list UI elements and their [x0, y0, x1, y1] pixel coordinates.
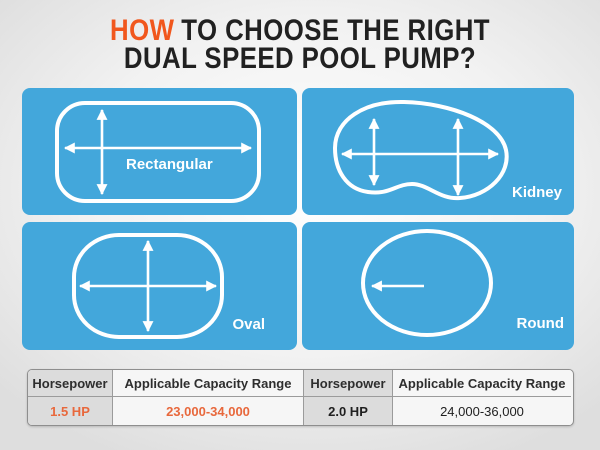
cell-horsepower-1: 1.5 HP [28, 397, 113, 425]
oval-pool-shape [72, 233, 224, 339]
rectangular-pool-diagram [55, 101, 261, 203]
page-title: HOW TO CHOOSE THE RIGHT DUAL SPEED POOL P… [42, 14, 558, 75]
header-horsepower-2: Horsepower [304, 370, 393, 397]
title-line1: HOW TO CHOOSE THE RIGHT [42, 14, 558, 47]
round-pool-diagram [361, 229, 493, 337]
kidney-pool-diagram [332, 99, 509, 201]
pool-label-kidney: Kidney [511, 184, 562, 201]
header-capacity-2: Applicable Capacity Range [393, 370, 571, 397]
cell-capacity-2: 24,000-36,000 [393, 397, 571, 425]
pool-label-rectangular: Rectangular [126, 156, 213, 173]
kidney-pool-shape [332, 99, 509, 201]
title-line1-rest: TO CHOOSE THE RIGHT [181, 14, 490, 47]
capacity-table: Horsepower Applicable Capacity Range Hor… [27, 369, 574, 426]
round-pool-shape [361, 229, 493, 337]
rectangular-pool-shape [55, 101, 261, 203]
oval-pool-diagram [72, 233, 224, 339]
pool-label-round: Round [516, 315, 564, 332]
pool-panel-oval: Oval [22, 222, 297, 350]
pool-panel-rectangular: Rectangular [22, 88, 297, 215]
title-line2: DUAL SPEED POOL PUMP? [123, 42, 477, 75]
header-horsepower-1: Horsepower [28, 370, 113, 397]
pool-panel-kidney: Kidney [302, 88, 574, 215]
title-highlight: HOW [110, 14, 175, 47]
capacity-table-grid: Horsepower Applicable Capacity Range Hor… [28, 370, 573, 425]
cell-capacity-1: 23,000-34,000 [113, 397, 304, 425]
pool-shape-grid: Rectangular Kidney [22, 88, 574, 350]
cell-horsepower-2: 2.0 HP [304, 397, 393, 425]
pool-label-oval: Oval [232, 316, 265, 333]
pool-panel-round: Round [302, 222, 574, 350]
header-capacity-1: Applicable Capacity Range [113, 370, 304, 397]
